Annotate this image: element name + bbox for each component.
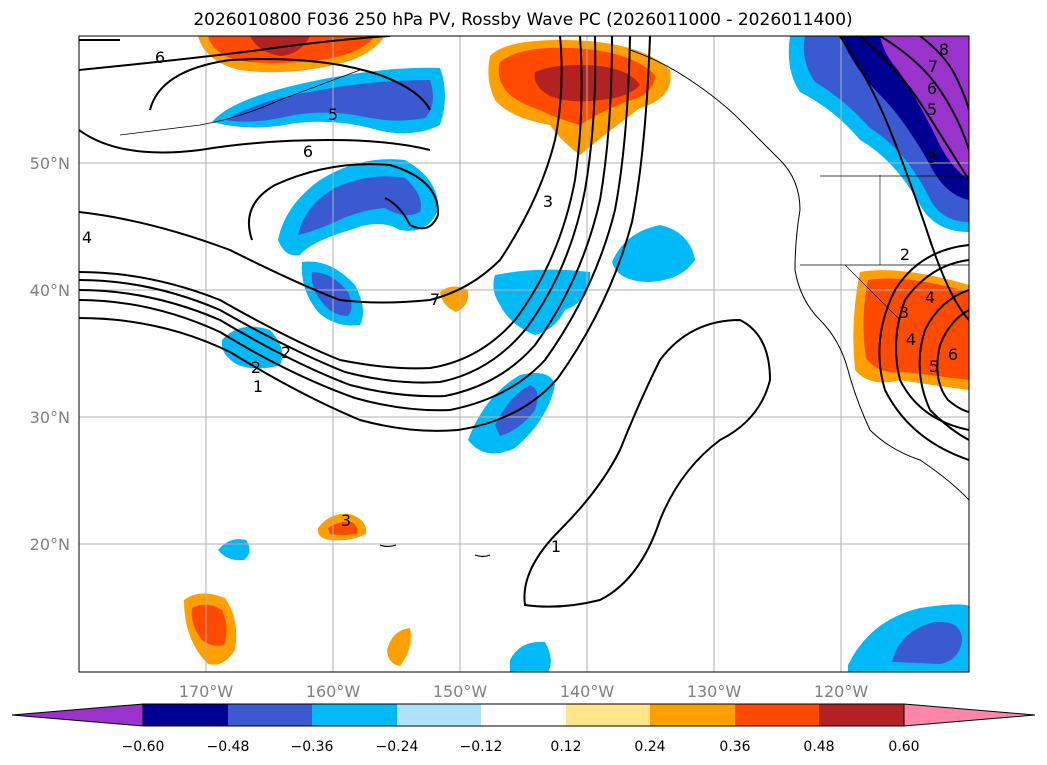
contour-label: 6 (303, 142, 313, 161)
contour-label: 3 (927, 148, 937, 167)
contour-label: 7 (430, 290, 440, 309)
shade-warm-south-2 (387, 628, 411, 666)
contour-label: 3 (341, 511, 351, 530)
lon-label: 160°W (306, 682, 361, 701)
contour-label: 4 (925, 288, 935, 307)
lon-label: 150°W (433, 682, 488, 701)
contour-label: 5 (328, 105, 338, 124)
contour-label: 1 (551, 537, 561, 556)
shade-cool-central-2-core (311, 272, 352, 316)
gridlines (79, 36, 969, 672)
colorbar-tick: 0.60 (888, 739, 919, 755)
map-panel: 6 5 6 3 7 2 2 1 1 8 7 6 5 3 2 4 3 4 6 5 (78, 35, 970, 673)
pv-contours (79, 36, 969, 608)
colorbar-segment (819, 704, 904, 726)
shade-warm-small (440, 286, 469, 312)
colorbar-segment (397, 704, 481, 726)
colorbar-segment (228, 704, 312, 726)
shade-warm-south-core (191, 604, 227, 646)
colorbar-extend-left (11, 703, 144, 727)
shade-cool-aleutian-core (225, 80, 434, 122)
contour-label: 5 (929, 357, 939, 376)
lon-label: 130°W (687, 682, 742, 701)
lat-label: 30°N (30, 408, 70, 427)
shade-cool-east (612, 225, 695, 282)
map-title: 2026010800 F036 250 hPa PV, Rossby Wave … (193, 10, 852, 30)
colorbar-tick: 0.48 (803, 739, 834, 755)
contour-label: 2 (281, 343, 291, 362)
contour-label: 6 (155, 48, 165, 67)
lat-label: 20°N (30, 535, 70, 554)
contour-label: 4 (82, 228, 92, 247)
map-background (79, 36, 969, 672)
contour-label: 2 (251, 358, 261, 377)
colorbar-segment (143, 704, 228, 726)
colorbar-tick: 0.24 (634, 739, 665, 755)
contour-label: 3 (899, 303, 909, 322)
colorbar-extend-right (903, 703, 1036, 727)
lon-labels: 170°W 160°W 150°W 140°W 130°W 120°W (179, 682, 869, 701)
map-frame (78, 35, 970, 673)
colorbar-tick: −0.36 (291, 739, 334, 755)
contour-label: 6 (927, 79, 937, 98)
colorbar-tick: 0.12 (550, 739, 581, 755)
shade-cool-mid (493, 269, 591, 335)
lat-labels: 50°N 40°N 30°N 20°N (30, 154, 70, 554)
shade-cool-se-core (892, 621, 962, 664)
contour-label: 6 (948, 345, 958, 364)
contour-label: 2 (900, 245, 910, 264)
shade-cool-central-core (298, 176, 421, 235)
lat-label: 50°N (30, 154, 70, 173)
colorbar-segment (312, 704, 397, 726)
lon-label: 120°W (814, 682, 869, 701)
contour-label: 1 (253, 377, 263, 396)
contour-labels: 6 5 6 3 7 2 2 1 1 8 7 6 5 3 2 4 3 4 6 5 (82, 40, 958, 556)
contour-label: 5 (927, 100, 937, 119)
colorbar-tick: −0.48 (207, 739, 250, 755)
lon-label: 140°W (560, 682, 615, 701)
colorbar-tick: −0.60 (122, 739, 165, 755)
lon-label: 170°W (179, 682, 234, 701)
lat-label: 40°N (30, 281, 70, 300)
contour-label: 3 (543, 192, 553, 211)
shade-warm-nw-peak (250, 36, 310, 56)
colorbar-frame (142, 703, 905, 727)
coastlines (119, 49, 969, 558)
contour-label: 4 (906, 330, 916, 349)
contour-label: 7 (928, 57, 938, 76)
colorbar-segment (650, 704, 735, 726)
colorbar-tick: 0.36 (719, 739, 750, 755)
shade-cool-south-2 (510, 641, 551, 672)
shade-warm-hawaii-core (328, 521, 358, 535)
colorbar: −0.60 −0.48 −0.36 −0.24 −0.12 0.12 0.24 … (11, 703, 1036, 755)
colorbar-segment (735, 704, 819, 726)
colorbar-segment (566, 704, 650, 726)
colorbar-segment (481, 704, 566, 726)
shading-layer (184, 36, 969, 672)
contour-label: 8 (939, 40, 949, 59)
colorbar-tick: −0.12 (460, 739, 503, 755)
colorbar-tick: −0.24 (376, 739, 419, 755)
